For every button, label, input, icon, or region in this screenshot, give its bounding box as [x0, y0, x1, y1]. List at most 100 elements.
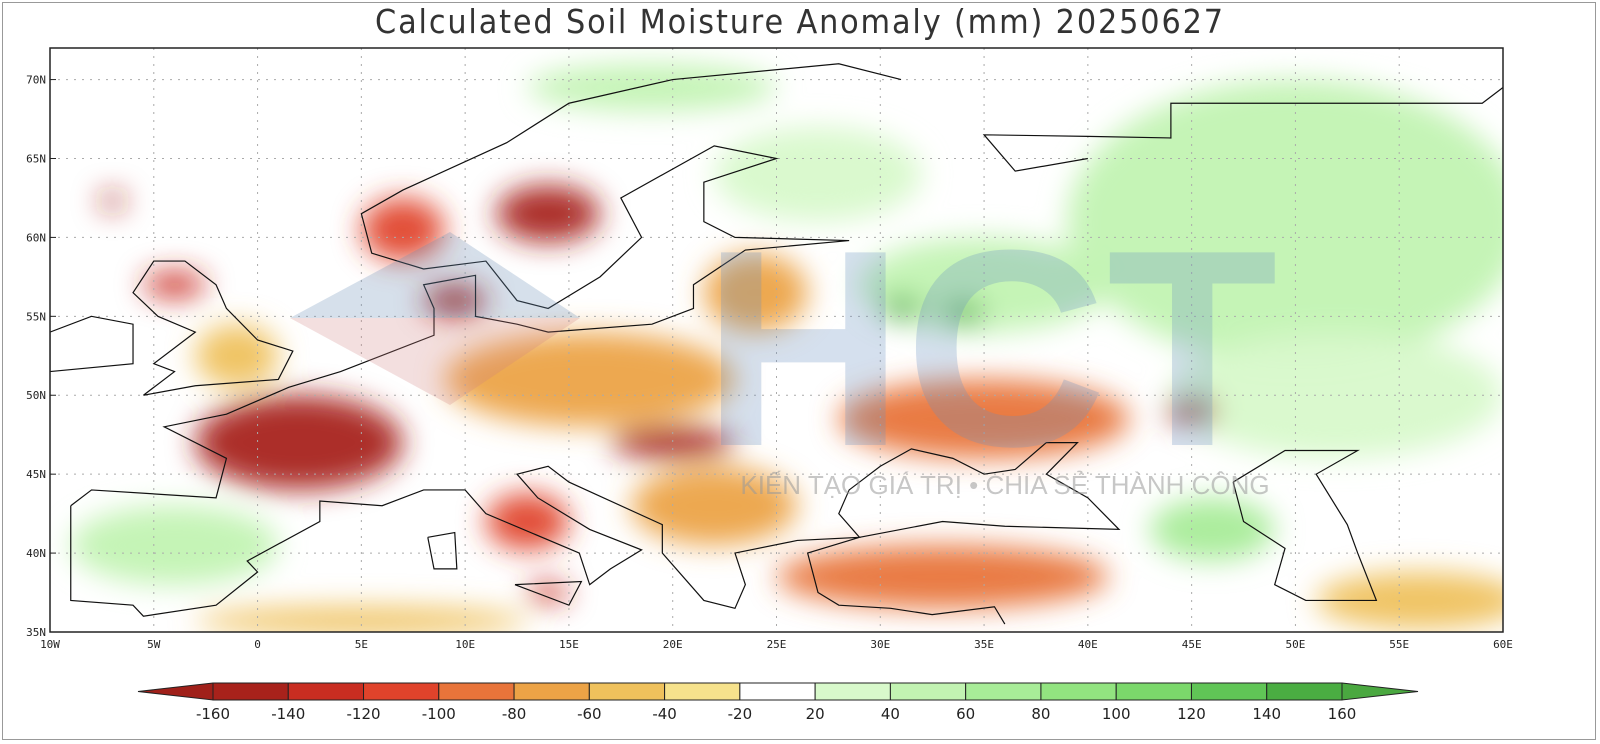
lat-tick-label: 70N	[26, 74, 46, 87]
colorbar-swatch	[739, 682, 816, 701]
lon-tick-label: 5W	[147, 638, 161, 651]
anomaly-region	[99, 193, 125, 209]
coastline	[427, 531, 458, 570]
anomaly-region	[1170, 332, 1503, 459]
lat-tick-label: 65N	[26, 152, 46, 165]
lat-tick-label: 60N	[26, 231, 46, 244]
colorbar-swatch	[1266, 682, 1343, 701]
logo-diamond-top	[290, 232, 580, 318]
colorbar-label: 80	[1031, 705, 1050, 723]
lon-tick-label: 45E	[1182, 638, 1202, 651]
colorbar-label: -40	[652, 705, 677, 723]
anomaly-region	[610, 426, 735, 459]
colorbar-swatch	[1040, 682, 1117, 701]
logo-diamond-bottom	[290, 318, 580, 405]
anomaly-region	[361, 197, 445, 262]
colorbar-swatch	[513, 682, 590, 701]
anomaly-region	[1166, 398, 1217, 424]
lon-tick-label: 55E	[1389, 638, 1409, 651]
colorbar-label: -60	[577, 705, 602, 723]
watermark-logo-text: HCT	[702, 193, 1277, 505]
colorbar-label: -20	[728, 705, 753, 723]
colorbar-label: 100	[1102, 705, 1131, 723]
anomaly-region	[195, 395, 403, 490]
anomaly-region	[527, 583, 569, 603]
lon-tick-label: 0	[254, 638, 261, 651]
colorbar-swatch	[588, 682, 666, 701]
anomaly-region	[631, 466, 798, 546]
lat-tick-label: 40N	[26, 547, 46, 560]
colorbar-swatch	[1115, 682, 1192, 701]
anomaly-region	[195, 324, 279, 388]
colorbar-swatch	[889, 682, 967, 701]
anomaly-region	[70, 505, 279, 585]
lon-tick-label: 40E	[1078, 638, 1098, 651]
anomaly-region	[1067, 79, 1503, 364]
lon-tick-label: 5E	[355, 638, 368, 651]
colorbar-label: 160	[1328, 705, 1357, 723]
anomaly-region	[485, 493, 569, 550]
coastline	[1232, 449, 1378, 602]
lon-tick-label: 10W	[40, 638, 60, 651]
colorbar-label: -160	[196, 705, 230, 723]
lat-tick-label: 55N	[26, 310, 46, 323]
colorbar-label: 20	[806, 705, 825, 723]
anomaly-region	[714, 126, 922, 222]
coastline	[132, 260, 294, 396]
anomaly-region	[1150, 497, 1275, 561]
axis-ticks: 10W 5W 0 5E 10E 15E 20E 25E 30E 35E 40E 45E 50E 55E 60…	[26, 74, 1513, 651]
colorbar-label: -120	[347, 705, 381, 723]
lon-tick-label: 20E	[663, 638, 683, 651]
chart-title: Calculated Soil Moisture Anomaly (mm) 20…	[375, 2, 1225, 41]
colorbar-swatch	[1190, 682, 1268, 701]
anomaly-region	[527, 63, 777, 112]
lat-tick-label: 50N	[26, 389, 46, 402]
colorbar-swatch	[363, 682, 440, 701]
lon-tick-label: 25E	[767, 638, 787, 651]
lon-tick-label: 15E	[559, 638, 579, 651]
colorbar-label: 120	[1177, 705, 1206, 723]
anomaly-region	[703, 253, 808, 333]
anomaly-region	[444, 332, 735, 427]
colorbar-label: -100	[422, 705, 456, 723]
anomaly-region	[942, 302, 985, 325]
colorbar-label: 40	[881, 705, 900, 723]
colorbar-label: 60	[956, 705, 975, 723]
anomaly-region	[496, 185, 601, 243]
coastline	[982, 86, 1503, 172]
lon-tick-label: 35E	[974, 638, 994, 651]
colorbar-swatch	[287, 682, 365, 701]
anomaly-region	[880, 297, 922, 320]
coastlines	[50, 63, 1503, 625]
colorbar-swatch	[212, 682, 289, 701]
colorbar-under-arrow	[137, 682, 214, 701]
colorbar: -160 -140 -120 -100 -80 -60 -40 -20 20 40 60 80 100 1…	[137, 682, 1419, 723]
colorbar-label: 140	[1252, 705, 1281, 723]
graticule	[50, 48, 1503, 632]
anomaly-region	[143, 272, 206, 298]
anomaly-field	[70, 63, 1503, 632]
colorbar-swatch	[965, 682, 1042, 701]
anomaly-region	[776, 545, 1109, 609]
lon-tick-label: 60E	[1493, 638, 1513, 651]
lon-tick-label: 10E	[455, 638, 475, 651]
anomaly-region	[195, 606, 528, 632]
map-border	[49, 47, 1504, 633]
coastline	[50, 315, 134, 373]
lat-tick-label: 35N	[26, 626, 46, 639]
lat-tick-label: 45N	[26, 468, 46, 481]
colorbar-label: -80	[502, 705, 527, 723]
colorbar-over-arrow	[1341, 682, 1419, 701]
coastline	[70, 441, 1121, 625]
lon-tick-label: 30E	[870, 638, 890, 651]
colorbar-label: -140	[271, 705, 305, 723]
coastline	[70, 63, 902, 507]
coastline	[514, 580, 583, 606]
lon-tick-label: 50E	[1285, 638, 1305, 651]
anomaly-region	[423, 284, 486, 317]
anomaly-region	[838, 379, 1130, 459]
colorbar-swatch	[664, 682, 741, 701]
